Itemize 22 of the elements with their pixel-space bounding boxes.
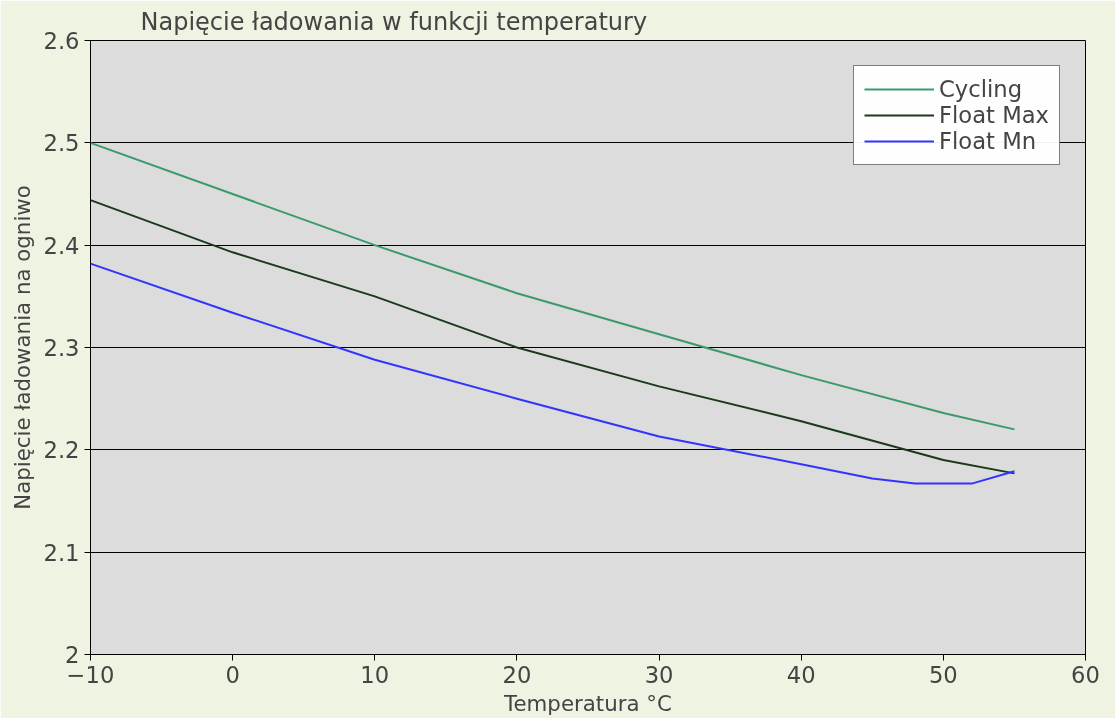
y-tick-label: 2.4 (43, 232, 80, 259)
x-tick-label: 40 (786, 661, 816, 688)
y-tick-label: 2 (65, 642, 80, 668)
x-tick-label: 50 (928, 661, 958, 688)
y-tick-label: 2.5 (43, 130, 80, 157)
x-tick-label: 30 (644, 661, 674, 688)
x-tick-label: 20 (502, 661, 532, 688)
chart-title: Napięcie ładowania w funkcji temperatury (140, 7, 648, 36)
y-tick-label: 2.6 (43, 28, 80, 54)
y-tick-label: 2.3 (43, 335, 80, 361)
y-axis-title: Napięcie ładowania na ogniwo (10, 185, 36, 510)
y-tick-label: 2.1 (43, 539, 80, 566)
x-tick-label: 60 (1071, 661, 1100, 688)
line-series (90, 199, 1016, 475)
x-axis-title: Temperatura °C (503, 690, 672, 716)
line-series (90, 262, 1016, 485)
legend-label: Float Mn (939, 128, 1037, 154)
legend-label: Cycling (939, 76, 1023, 102)
legend-label: Float Max (939, 102, 1049, 128)
y-tick-label: 2.2 (43, 437, 80, 464)
x-tick-label: 0 (225, 661, 240, 688)
x-tick-label: 10 (360, 661, 390, 688)
